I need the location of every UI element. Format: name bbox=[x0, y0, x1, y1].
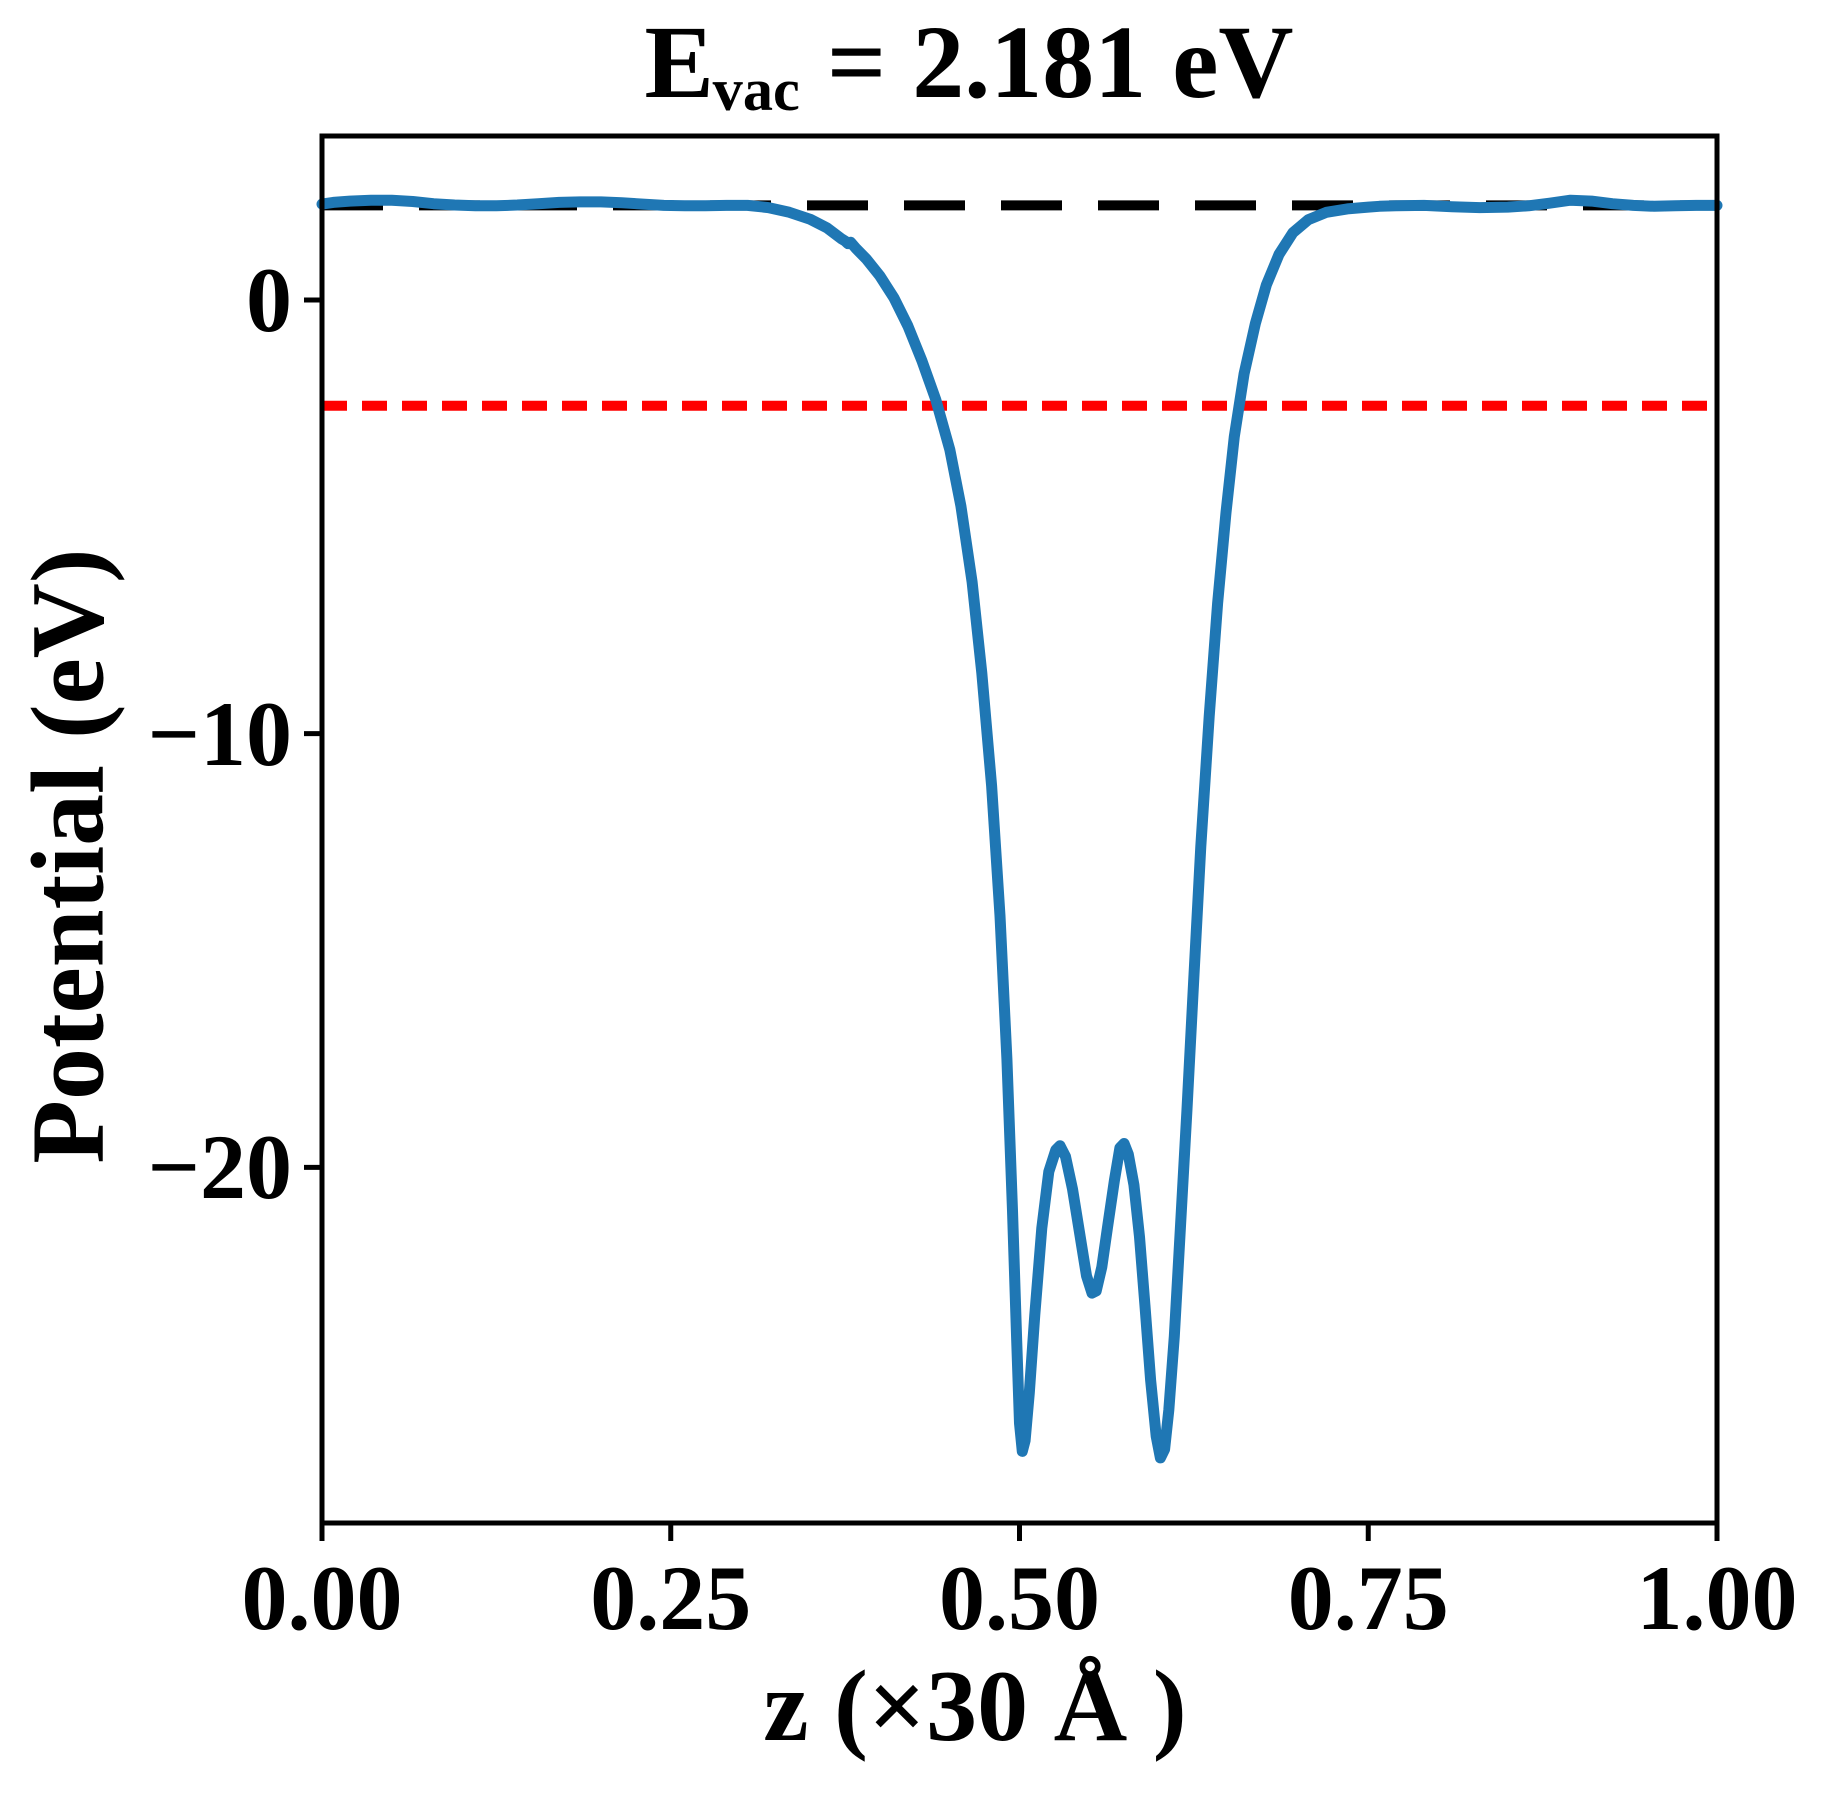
x-tick-label: 1.00 bbox=[1636, 1547, 1798, 1649]
x-tick-label: 0.25 bbox=[590, 1547, 752, 1649]
x-tick-label: 0.00 bbox=[241, 1547, 403, 1649]
y-tick-label: −10 bbox=[147, 682, 292, 785]
y-tick-label: 0 bbox=[246, 248, 292, 351]
x-axis-label: z (×30 Å ) bbox=[763, 1650, 1187, 1763]
x-tick-label: 0.75 bbox=[1287, 1547, 1449, 1649]
title-subscript: vac bbox=[712, 57, 800, 125]
axes-spines bbox=[319, 133, 1720, 1526]
y-tick-label: −20 bbox=[147, 1116, 292, 1219]
plot-title: Evac = 2.181 eV bbox=[644, 5, 1294, 124]
title-symbol: E bbox=[644, 5, 714, 120]
title-value: = 2.181 eV bbox=[800, 5, 1294, 120]
potential-curve bbox=[316, 194, 1723, 1464]
x-tick-label: 0.50 bbox=[939, 1547, 1100, 1649]
